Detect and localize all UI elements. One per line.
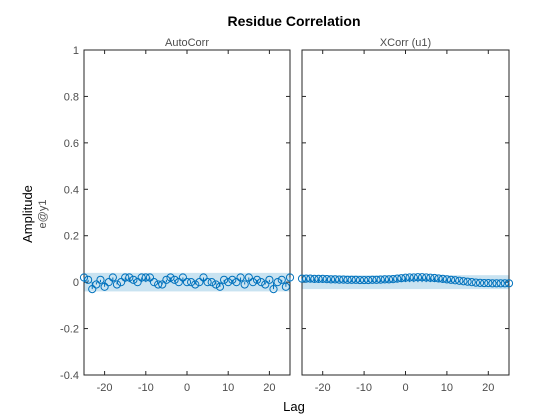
y-tick-label: -0.4 (60, 370, 79, 382)
panels: AutoCorr-20 -10 0 10 20-0.4-0.200.20.40.60.8… (60, 37, 513, 394)
axes-box (84, 50, 290, 375)
x-axis-label: Lag (283, 399, 305, 414)
panel-subtitle: XCorr (u1) (380, 37, 431, 49)
x-tick-label: 0 (184, 382, 190, 394)
y-tick-label: 0.4 (64, 184, 79, 196)
x-tick-label: -20 (315, 382, 331, 394)
x-tick-label: 20 (482, 382, 494, 394)
x-tick-label: 20 (263, 382, 275, 394)
panel-1: AutoCorr -20 -10 0 10 20 -0.4 -0.2 0 0.2 0.4 0.6 0.8… (60, 37, 294, 394)
x-tick-label: 10 (222, 382, 234, 394)
x-tick-label: 10 (441, 382, 453, 394)
y-tick-label: 1 (73, 45, 79, 57)
x-tick-label: -20 (97, 382, 113, 394)
y-tick-label: 0.2 (64, 231, 79, 243)
x-tick-label: -10 (138, 382, 154, 394)
x-tick-label: -10 (356, 382, 372, 394)
y-tick-label: 0.8 (64, 91, 79, 103)
y-axis-label: Amplitude (20, 185, 35, 243)
panel-subtitle: AutoCorr (165, 37, 209, 49)
y-tick-label: -0.2 (60, 324, 79, 336)
panel-2: XCorr (u1) -20 -10 0 10 20 (298, 37, 512, 394)
y-tick-label: 0 (73, 277, 79, 289)
x-tick-label: 0 (402, 382, 408, 394)
y-axis-sublabel: e@y1 (37, 200, 49, 229)
axes-box (302, 50, 509, 375)
chart-title: Residue Correlation (227, 13, 360, 29)
y-tick-label: 0.6 (64, 138, 79, 150)
